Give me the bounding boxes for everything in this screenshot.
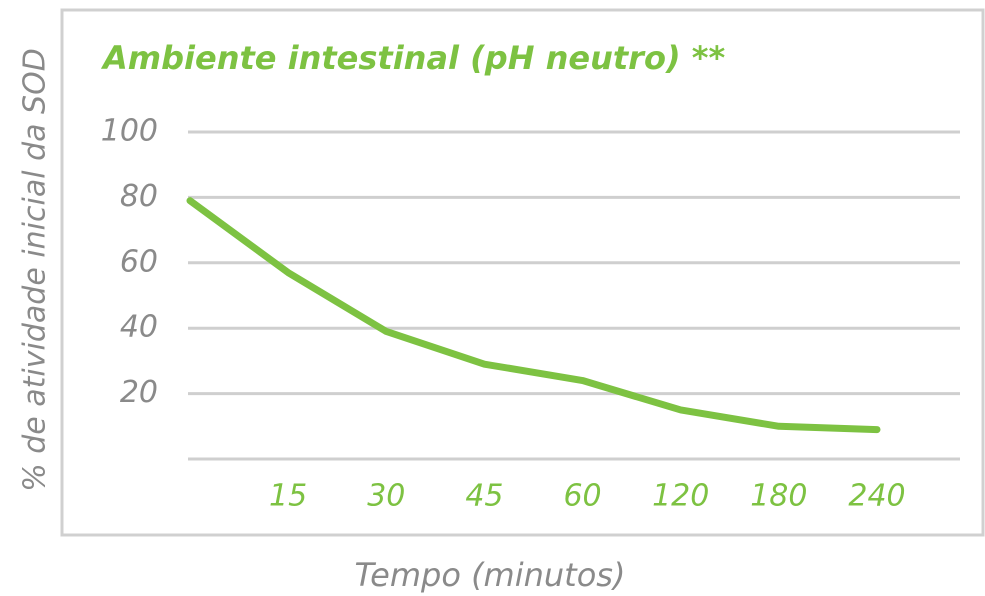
- x-tick-label: 15: [269, 479, 307, 514]
- y-tick-label: 40: [120, 310, 158, 345]
- y-tick-label: 80: [120, 179, 158, 214]
- chart-frame: [60, 8, 985, 537]
- data-line: [186, 197, 881, 434]
- x-tick-label: 60: [563, 479, 601, 514]
- y-tick-label: 60: [120, 244, 158, 279]
- x-tick-label: 45: [465, 479, 503, 514]
- y-tick-label: 100: [101, 114, 158, 149]
- x-tick-label: 120: [652, 479, 709, 514]
- x-tick-label: 180: [750, 479, 807, 514]
- chart-title: Ambiente intestinal (pH neutro) **: [100, 39, 725, 77]
- y-tick-label: 20: [120, 375, 158, 410]
- x-tick-label: 240: [848, 479, 905, 514]
- x-axis-label: Tempo (minutos): [355, 556, 626, 594]
- y-axis-label: % de atividade inicial da SOD: [18, 48, 53, 492]
- x-tick-label: 30: [367, 479, 405, 514]
